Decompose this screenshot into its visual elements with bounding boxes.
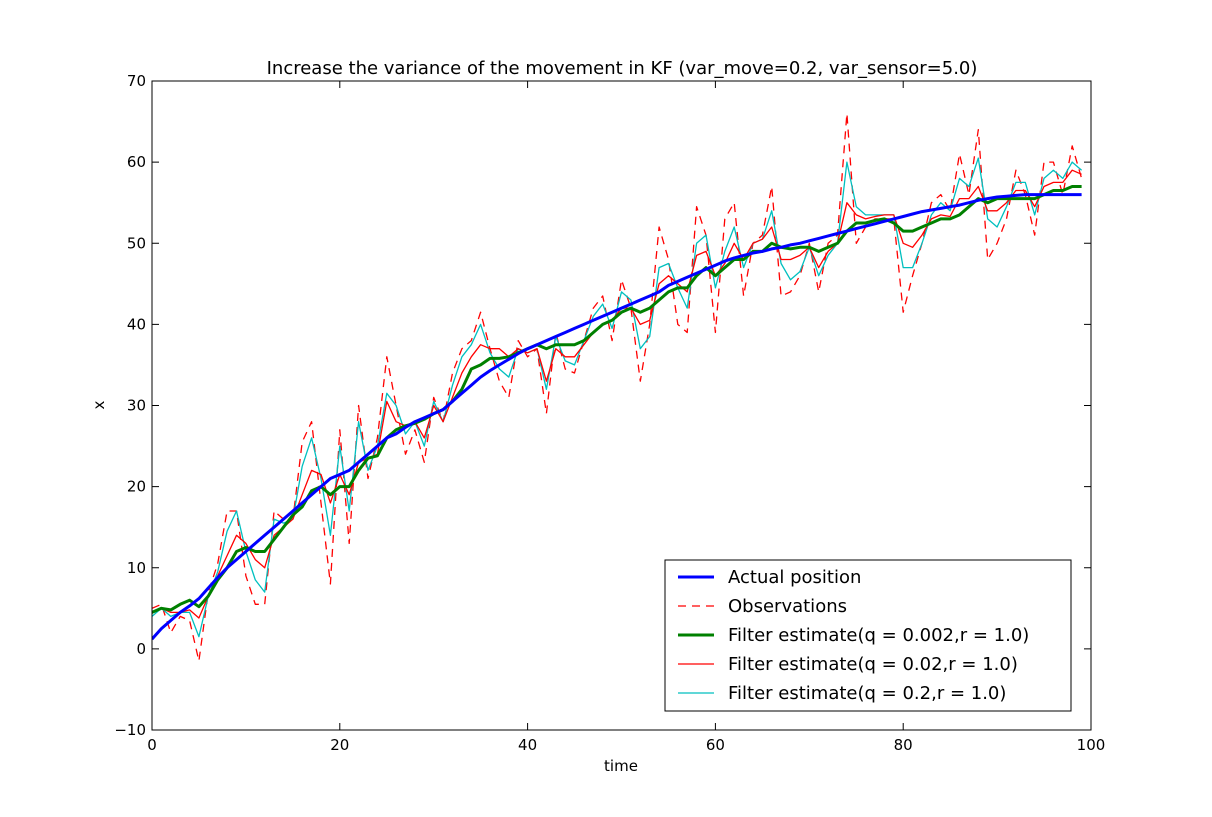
y-axis-label: x: [90, 400, 108, 409]
y-tick-label: 10: [127, 559, 146, 577]
legend-frame: [664, 559, 1072, 712]
y-tick-label: 0: [136, 640, 146, 658]
x-tick-label: 100: [1077, 736, 1106, 754]
y-tick-label: −10: [114, 721, 146, 739]
legend-label-1: Observations: [728, 596, 847, 617]
chart-title: Increase the variance of the movement in…: [267, 58, 978, 79]
y-tick-label: 30: [127, 397, 146, 415]
x-tick-label: 60: [706, 736, 725, 754]
series-line-1: [152, 112, 1083, 662]
x-axis-label: time: [604, 757, 638, 775]
legend-label-0: Actual position: [728, 567, 861, 588]
axes-frame: [151, 80, 1092, 731]
y-tick-label: 40: [127, 315, 146, 333]
y-tick-label: 70: [127, 72, 146, 90]
y-tick-label: 60: [127, 153, 146, 171]
series-line-0: [152, 193, 1082, 641]
x-tick-label: 80: [894, 736, 913, 754]
legend: Actual position Observations Filter estima…: [664, 559, 1072, 712]
y-tick-label: 20: [127, 478, 146, 496]
x-tick-label: 0: [147, 736, 157, 754]
x-tick-label: 20: [330, 736, 349, 754]
series-line-3: [152, 169, 1082, 619]
legend-label-4: Filter estimate(q = 0.2,r = 1.0): [728, 683, 1006, 704]
series-group: [152, 112, 1083, 662]
x-tick-label: 40: [518, 736, 537, 754]
legend-label-3: Filter estimate(q = 0.02,r = 1.0): [728, 654, 1018, 675]
y-tick-label: 50: [127, 234, 146, 252]
legend-label-2: Filter estimate(q = 0.002,r = 1.0): [728, 625, 1029, 646]
